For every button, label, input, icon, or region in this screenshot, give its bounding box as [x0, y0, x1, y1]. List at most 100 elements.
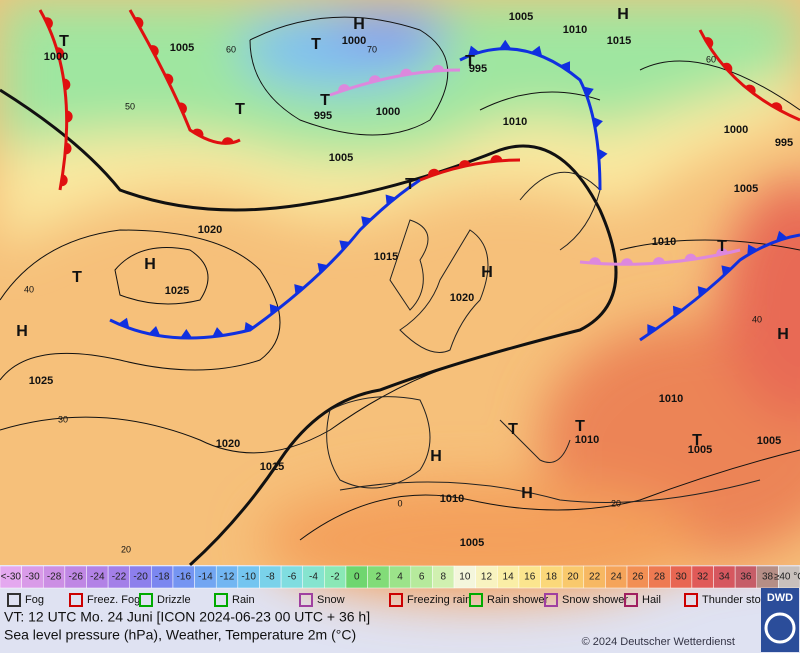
- pressure-center: H: [521, 485, 533, 502]
- pressure-center: T: [72, 269, 82, 286]
- front-symbol: [747, 244, 758, 256]
- valid-time: VT: 12 UTC Mo. 24 Juni [ICON 2024-06-23 …: [4, 609, 370, 625]
- front-symbol: [771, 102, 783, 112]
- legend-icon: [624, 593, 638, 607]
- legend-icon: [299, 593, 313, 607]
- scale-label: 26: [632, 572, 644, 583]
- front-symbol: [432, 64, 444, 72]
- pressure-label: 1015: [607, 35, 631, 47]
- legend-label: Snow shower: [562, 594, 628, 606]
- scale-label: 24: [611, 572, 623, 583]
- scale-label: 8: [440, 572, 446, 583]
- front-symbol: [65, 142, 72, 155]
- scale-label: -24: [90, 572, 105, 583]
- scale-label: -4: [309, 572, 318, 583]
- legend-icon: [684, 593, 698, 607]
- legend-icon: [214, 593, 228, 607]
- scale-label: 20: [567, 572, 579, 583]
- pressure-center: H: [353, 16, 365, 33]
- pressure-center: T: [235, 101, 245, 118]
- pressure-label: 995: [775, 137, 793, 149]
- color-scale: <-30 -30 -28 -26 -24 -22 -20 -18 -16 -14 -12 -10 -8-…: [0, 565, 800, 589]
- pressure-label: 1000: [44, 51, 68, 63]
- isotherm-label: 0: [397, 498, 402, 508]
- scale-label: -12: [220, 572, 235, 583]
- front-symbol: [672, 305, 684, 317]
- isotherm-label: 50: [125, 101, 135, 111]
- scale-label: 4: [397, 572, 403, 583]
- scale-label: -22: [112, 572, 127, 583]
- pressure-label: 1000: [376, 106, 400, 118]
- isotherm-label: 30: [58, 414, 68, 424]
- front-symbol: [684, 253, 697, 261]
- fronts: [38, 9, 800, 342]
- scale-label: 38: [762, 572, 774, 583]
- logo: DWD: [767, 592, 793, 604]
- front-symbol: [339, 240, 351, 251]
- scale-label: -8: [266, 572, 275, 583]
- front-symbol: [56, 47, 64, 60]
- legend-icon: [469, 593, 483, 607]
- front-symbol: [588, 257, 601, 264]
- scale-label: -20: [133, 572, 148, 583]
- pressure-label: 995: [314, 110, 332, 122]
- pressure-label: 1005: [688, 444, 712, 456]
- legend-icon: [7, 593, 21, 607]
- legend: Fog Freez. Fog Drizzle Rain Snow Freezing rai…: [7, 593, 774, 607]
- front-symbol: [148, 326, 161, 336]
- front-symbol: [244, 322, 255, 333]
- pressure-label: 1025: [165, 285, 189, 297]
- legend-label: Rain shower: [487, 594, 548, 606]
- pressure-label: 1005: [509, 11, 533, 23]
- front-symbol: [368, 75, 381, 83]
- front-symbol: [44, 17, 53, 29]
- front-symbol: [269, 304, 281, 315]
- front-symbol: [294, 284, 305, 295]
- scale-label: ≥40 °C: [774, 572, 800, 583]
- front-symbol: [317, 262, 329, 274]
- front-symbol: [598, 148, 608, 161]
- front-symbol: [400, 68, 413, 76]
- pressure-center: H: [430, 448, 442, 465]
- pressure-label: 1005: [329, 152, 353, 164]
- front-symbol: [468, 45, 480, 57]
- legend-label: Hail: [642, 594, 661, 606]
- legend-icon: [69, 593, 83, 607]
- copyright: © 2024 Deutscher Wetterdienst: [582, 636, 735, 648]
- temperature-field: [0, 0, 800, 600]
- pressure-center: T: [717, 238, 727, 255]
- scale-label: 0: [354, 572, 360, 583]
- pressure-label: 1010: [440, 493, 464, 505]
- isobars: [0, 16, 800, 567]
- legend-icon: [544, 593, 558, 607]
- pressure-label: 1010: [659, 393, 683, 405]
- scale-label: 14: [503, 572, 515, 583]
- front-symbol: [212, 327, 225, 337]
- front-symbol: [647, 324, 658, 335]
- scale-label: 6: [419, 572, 425, 583]
- front-symbol: [583, 86, 594, 98]
- scale-label: 18: [546, 572, 558, 583]
- front-symbol: [704, 37, 714, 49]
- scale-label: 10: [459, 572, 471, 583]
- front-symbol: [776, 230, 788, 242]
- pressure-label: 1005: [734, 183, 758, 195]
- pressure-label: 995: [469, 63, 487, 75]
- isotherm-label: 20: [611, 498, 621, 508]
- scale-label: -6: [287, 572, 296, 583]
- pressure-label: 1015: [260, 461, 284, 473]
- front-symbol: [361, 216, 372, 227]
- pressure-center: H: [16, 323, 28, 340]
- legend-label: Snow: [317, 594, 345, 606]
- scale-label: -18: [155, 572, 170, 583]
- pressure-center: H: [144, 256, 156, 273]
- legend-label: Freez. Fog: [87, 594, 140, 606]
- pressure-center: T: [465, 53, 475, 70]
- front-symbol: [385, 194, 396, 206]
- scale-label: -10: [241, 572, 256, 583]
- scale-label: 30: [676, 572, 688, 583]
- front-symbol: [721, 265, 732, 277]
- legend-label: Rain: [232, 594, 255, 606]
- pressure-label: 1005: [170, 42, 194, 54]
